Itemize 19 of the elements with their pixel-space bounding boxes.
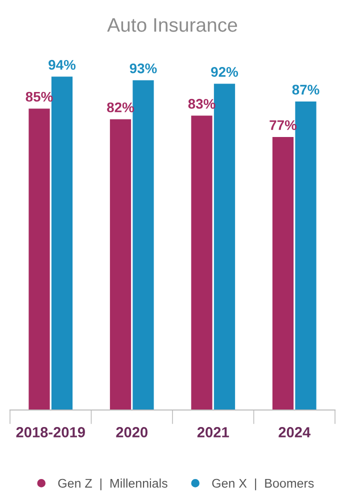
bar	[132, 80, 154, 410]
data-label: 92%	[211, 67, 238, 77]
legend-label: Gen Z | Millennials	[58, 478, 168, 490]
x-tick-label: 2021	[197, 427, 229, 438]
data-label: 93%	[130, 63, 157, 74]
bar	[51, 76, 73, 410]
data-label: 87%	[292, 84, 320, 95]
x-tick-label: 2018-2019	[16, 427, 85, 438]
bar	[191, 116, 212, 410]
data-label: 94%	[48, 60, 76, 70]
chart-title: Auto Insurance	[107, 18, 238, 32]
bar	[214, 84, 236, 410]
x-tick-label: 2020	[116, 427, 148, 438]
bar	[28, 108, 50, 410]
legend-label: Gen X | Boomers	[212, 478, 314, 490]
bar	[110, 119, 132, 410]
bar	[272, 136, 294, 410]
bar	[295, 101, 316, 410]
x-tick-label: 2024	[278, 427, 311, 438]
